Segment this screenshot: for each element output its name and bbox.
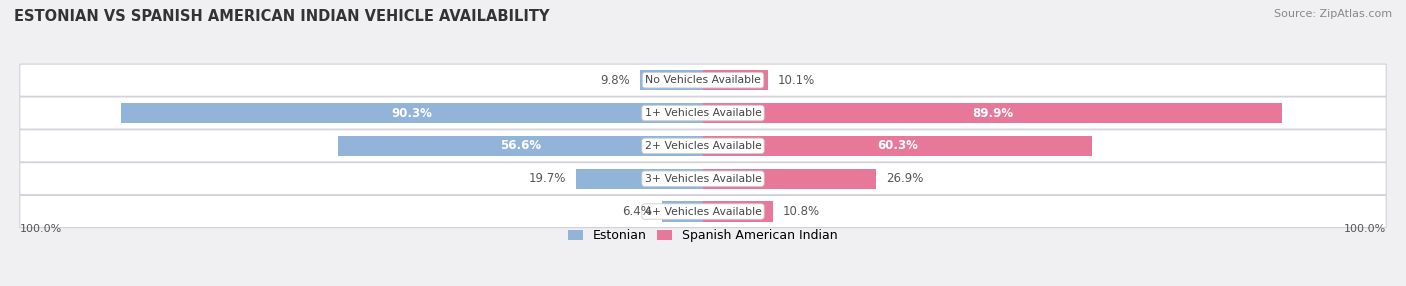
Text: 56.6%: 56.6% [501,139,541,152]
Bar [703,103,1282,123]
Bar [576,168,703,189]
FancyBboxPatch shape [20,64,1386,96]
Text: 2+ Vehicles Available: 2+ Vehicles Available [644,141,762,151]
Bar [121,103,703,123]
Bar [703,168,876,189]
Text: 1+ Vehicles Available: 1+ Vehicles Available [644,108,762,118]
Bar [703,201,773,222]
Text: No Vehicles Available: No Vehicles Available [645,75,761,85]
Text: 90.3%: 90.3% [392,106,433,120]
FancyBboxPatch shape [20,163,1386,195]
Text: 9.8%: 9.8% [600,74,630,87]
Legend: Estonian, Spanish American Indian: Estonian, Spanish American Indian [568,229,838,243]
FancyBboxPatch shape [20,130,1386,162]
Bar [662,201,703,222]
FancyBboxPatch shape [20,195,1386,228]
Text: 10.1%: 10.1% [778,74,815,87]
Bar [703,136,1091,156]
Text: ESTONIAN VS SPANISH AMERICAN INDIAN VEHICLE AVAILABILITY: ESTONIAN VS SPANISH AMERICAN INDIAN VEHI… [14,9,550,23]
Bar [339,136,703,156]
Text: Source: ZipAtlas.com: Source: ZipAtlas.com [1274,9,1392,19]
Text: 100.0%: 100.0% [20,224,62,234]
Text: 89.9%: 89.9% [972,106,1014,120]
Text: 100.0%: 100.0% [1344,224,1386,234]
Text: 60.3%: 60.3% [877,139,918,152]
Text: 6.4%: 6.4% [623,205,652,218]
Text: 3+ Vehicles Available: 3+ Vehicles Available [644,174,762,184]
Bar [703,70,768,90]
Text: 26.9%: 26.9% [886,172,924,185]
Text: 4+ Vehicles Available: 4+ Vehicles Available [644,206,762,217]
Bar [640,70,703,90]
FancyBboxPatch shape [20,97,1386,129]
Text: 10.8%: 10.8% [782,205,820,218]
Text: 19.7%: 19.7% [529,172,567,185]
